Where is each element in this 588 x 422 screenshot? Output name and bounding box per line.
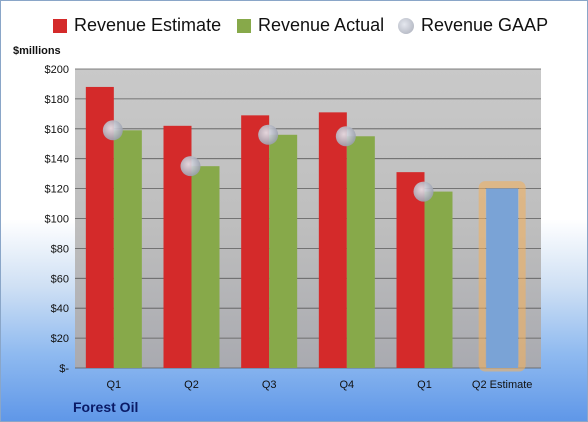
- x-tick-label: Q2 Estimate: [472, 379, 533, 391]
- legend: Revenue Estimate Revenue Actual Revenue …: [1, 15, 587, 43]
- actual-bar: [191, 166, 220, 368]
- y-tick-label: $-: [59, 363, 69, 375]
- forecast-bar: [486, 188, 519, 368]
- y-tick-label: $140: [45, 154, 69, 166]
- y-tick-label: $160: [45, 124, 69, 136]
- x-tick-label: Q4: [339, 379, 354, 391]
- legend-swatch-estimate: [53, 18, 67, 33]
- estimate-bar: [241, 115, 270, 368]
- legend-label-actual: Revenue Actual: [258, 15, 385, 35]
- legend-item-gaap: Revenue GAAP: [398, 15, 548, 36]
- estimate-bar: [396, 172, 425, 368]
- gaap-marker: [180, 156, 201, 177]
- gaap-marker: [258, 124, 279, 145]
- x-tick-label: Q2: [184, 379, 199, 391]
- x-tick-label: Q3: [262, 379, 277, 391]
- legend-label-estimate: Revenue Estimate: [74, 15, 222, 35]
- gaap-marker: [413, 181, 434, 202]
- x-tick-label: Q1: [106, 379, 121, 391]
- legend-swatch-actual: [237, 18, 251, 33]
- gaap-marker: [102, 120, 123, 141]
- gaap-marker: [335, 126, 356, 147]
- x-tick-label: Q1: [417, 379, 432, 391]
- actual-bar: [269, 134, 298, 368]
- y-tick-label: $20: [51, 333, 69, 345]
- y-tick-label: $80: [51, 243, 69, 255]
- y-unit-label: $millions: [13, 45, 61, 57]
- legend-marker-gaap: [398, 17, 414, 34]
- legend-item-estimate: Revenue Estimate: [53, 15, 221, 36]
- y-tick-label: $200: [45, 64, 69, 76]
- actual-bar: [424, 191, 453, 368]
- y-tick-label: $180: [45, 94, 69, 106]
- y-tick-label: $60: [51, 273, 69, 285]
- legend-label-gaap: Revenue GAAP: [421, 15, 549, 35]
- y-tick-label: $40: [51, 303, 69, 315]
- actual-bar: [113, 130, 142, 368]
- y-tick-label: $100: [45, 214, 69, 226]
- actual-bar: [346, 136, 375, 368]
- legend-item-actual: Revenue Actual: [237, 15, 384, 36]
- y-tick-label: $120: [45, 184, 69, 196]
- estimate-bar: [318, 112, 347, 368]
- company-name: Forest Oil: [73, 399, 139, 415]
